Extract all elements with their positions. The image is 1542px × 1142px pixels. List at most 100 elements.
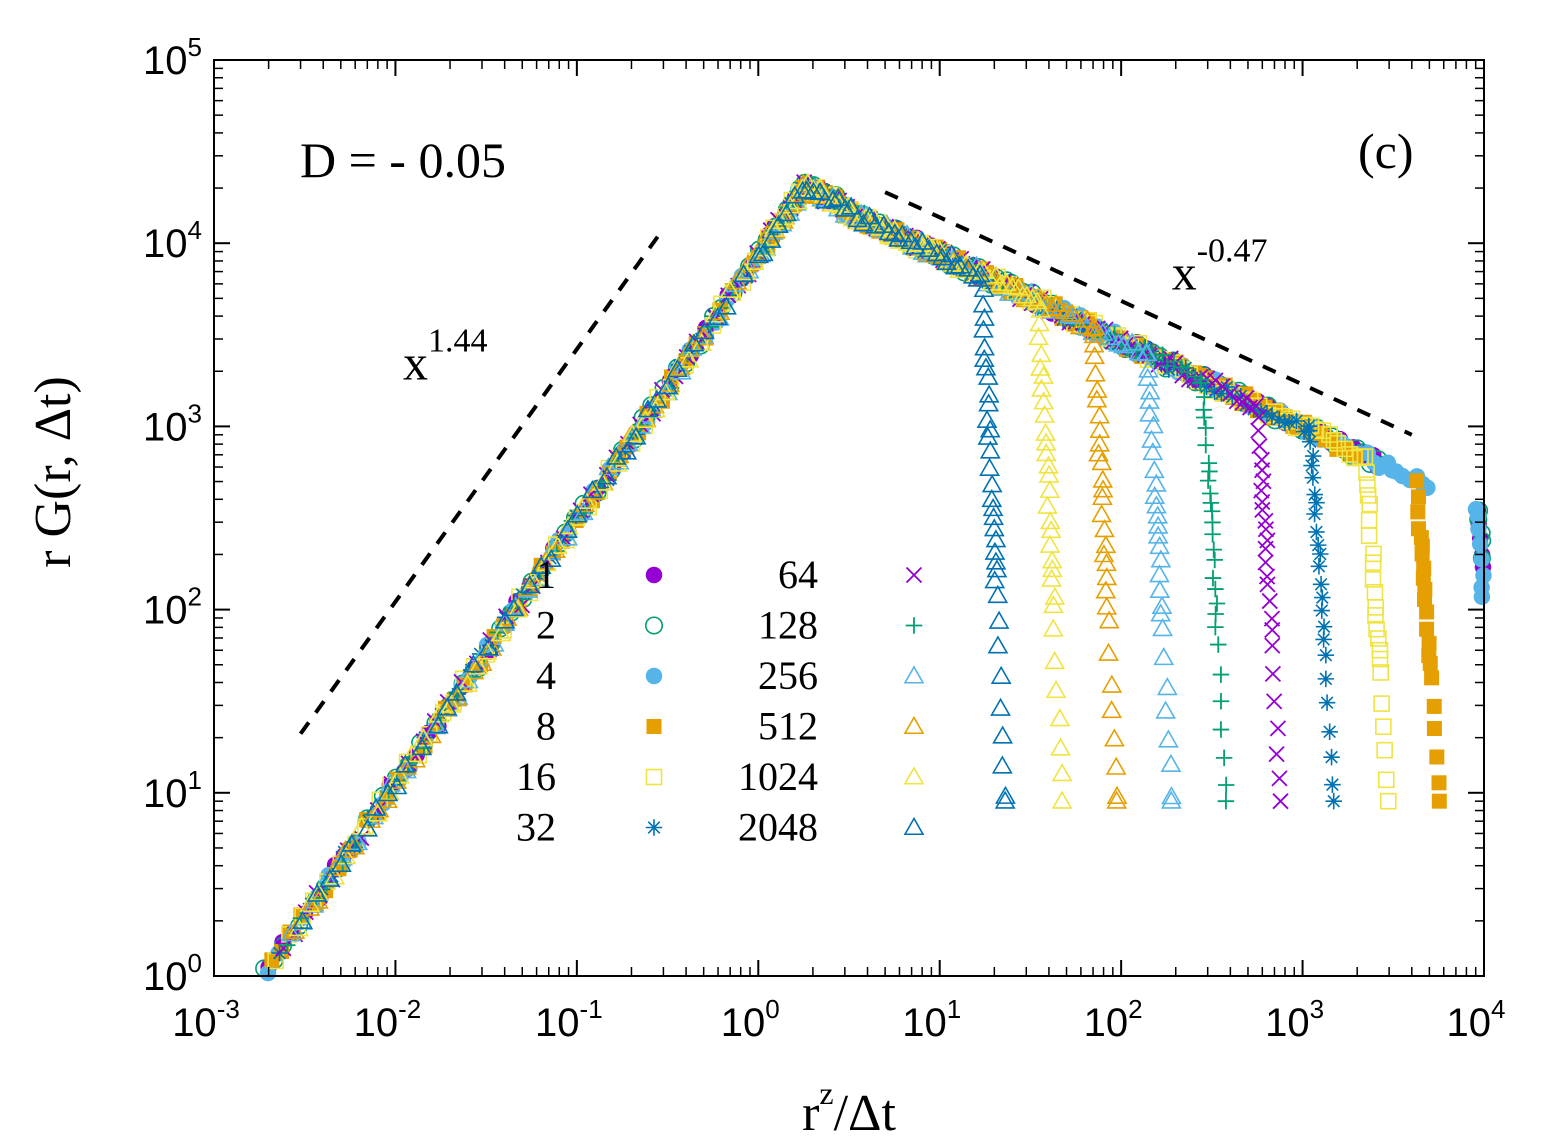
- series-1024-point: [1044, 650, 1066, 670]
- legend-marker-1024: [903, 766, 925, 785]
- series-2048-point: [962, 265, 984, 284]
- series-512-point: [1083, 324, 1105, 344]
- series-128-point: [1217, 776, 1235, 794]
- series-8-point: [1419, 621, 1435, 637]
- series-256-point: [280, 923, 302, 942]
- legend-marker-4: [645, 667, 663, 685]
- series-64-point: [1261, 592, 1278, 610]
- series-512-point: [1098, 610, 1120, 629]
- series-512-point: [335, 839, 356, 858]
- series-2048-point: [991, 755, 1013, 774]
- series-16-point: [1361, 495, 1379, 513]
- series-2048-point: [581, 479, 603, 499]
- series-8-point: [1422, 655, 1438, 671]
- series-512-point: [1015, 289, 1037, 308]
- legend-marker-128: [905, 617, 923, 634]
- series-512-point: [1091, 504, 1112, 523]
- series-32-point: [1245, 401, 1262, 418]
- series-1024-point: [1041, 568, 1062, 587]
- series-16-point: [1375, 718, 1392, 735]
- series-2048-point: [987, 584, 1009, 604]
- series-64-point: [1254, 493, 1271, 511]
- series-2048-point: [973, 319, 994, 338]
- series-1024-point: [1051, 763, 1073, 782]
- legend-label-64: 64: [778, 552, 818, 597]
- series-256-point: [1153, 647, 1175, 666]
- series-1024-point: [401, 743, 423, 763]
- panel-label: (c): [1358, 123, 1414, 179]
- series-256-point: [1099, 326, 1120, 345]
- series-16-point: [1359, 487, 1377, 504]
- series-512-point: [693, 327, 714, 346]
- legend-label-16: 16: [516, 754, 556, 799]
- series-2048-point: [973, 348, 995, 368]
- series-32-point: [616, 443, 634, 460]
- series-2048-point: [306, 883, 328, 902]
- series-512-point: [737, 253, 759, 273]
- series-2048-point: [667, 358, 688, 378]
- series-8-point: [1424, 670, 1440, 686]
- series-2048-point: [768, 214, 789, 233]
- series-1024-point: [367, 803, 389, 822]
- legend-label-1: 1: [536, 552, 556, 597]
- series-1024-point: [351, 816, 372, 835]
- series-256-point: [1151, 595, 1173, 615]
- series-2048-point: [987, 635, 1009, 654]
- series-2048-point: [900, 230, 922, 250]
- series-2048-point: [852, 213, 874, 232]
- series-256-point: [1150, 549, 1172, 568]
- series-256-point: [1138, 359, 1159, 378]
- series-2048-point: [983, 518, 1005, 537]
- series-2048-point: [478, 637, 500, 656]
- series-256-point: [1157, 729, 1179, 748]
- series-2048-point: [988, 610, 1010, 629]
- series-256-point: [1150, 603, 1172, 622]
- series-256-point: [1161, 786, 1182, 805]
- series-4-point: [1473, 588, 1491, 606]
- series-32-point: [1270, 411, 1288, 428]
- series-1024-point: [1041, 558, 1063, 578]
- series-2048-point: [341, 833, 363, 852]
- series-2048-point: [969, 264, 991, 283]
- series-32-point: [1288, 412, 1305, 430]
- series-8-point: [1421, 635, 1437, 651]
- series-128-point: [346, 833, 363, 851]
- series-512-point: [1095, 534, 1117, 554]
- series-2048-point: [503, 598, 525, 617]
- series-2048-point: [733, 263, 755, 283]
- series-256-point: [598, 457, 619, 476]
- series-256-point: [1147, 515, 1169, 534]
- legend-label-256: 256: [758, 653, 818, 698]
- series-2048-point: [377, 783, 399, 802]
- series-2048-point: [891, 224, 913, 243]
- series-1024-point: [1039, 479, 1061, 499]
- series-2048-point: [974, 307, 995, 326]
- series-256-point: [1156, 677, 1178, 696]
- series-2048-point: [990, 697, 1011, 716]
- series-2048-point: [752, 243, 774, 262]
- series-8-point: [1431, 775, 1447, 791]
- series-2048-point: [979, 457, 1000, 476]
- series-32-point: [482, 637, 499, 654]
- series-32-point: [1306, 486, 1323, 503]
- series-64-point: [1251, 437, 1268, 455]
- series-2048-point: [978, 393, 1000, 412]
- series-1024-point: [1039, 511, 1061, 530]
- series-512-point: [1091, 486, 1113, 506]
- series-1024-point: [1041, 550, 1063, 569]
- y-tick-label: 105: [143, 32, 202, 83]
- series-2048-point: [566, 504, 588, 523]
- series-16-point: [1358, 464, 1375, 481]
- series-512-point: [1106, 785, 1128, 804]
- series-2048-point: [557, 519, 578, 538]
- series-32-point: [762, 226, 779, 244]
- series-128-point: [1191, 374, 1209, 392]
- series-64-point: [1250, 422, 1267, 439]
- series-2048-point: [519, 575, 541, 594]
- series-32-point: [530, 567, 548, 584]
- series-64-point: [1255, 473, 1272, 490]
- series-2048-point: [809, 181, 831, 201]
- guide-line-1-label: x1.44: [403, 323, 488, 391]
- series-32-point: [1313, 602, 1331, 619]
- series-128-point: [1212, 693, 1230, 710]
